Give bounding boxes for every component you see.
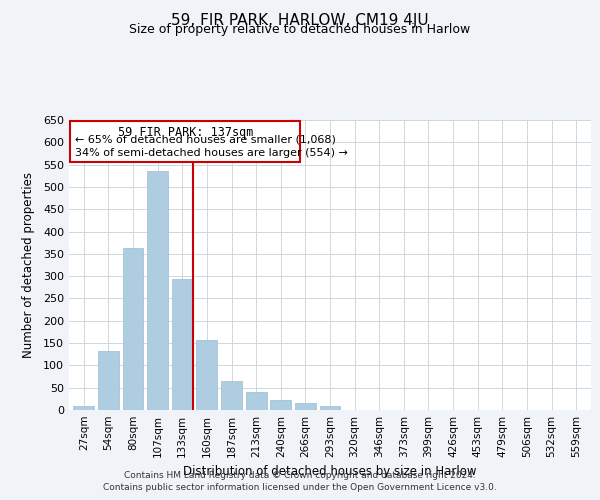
Bar: [73, 406, 94, 410]
Bar: [320, 406, 340, 410]
Text: 59 FIR PARK: 137sqm: 59 FIR PARK: 137sqm: [118, 126, 253, 139]
Bar: [147, 172, 168, 410]
Bar: [172, 280, 193, 410]
FancyBboxPatch shape: [70, 121, 301, 162]
Bar: [295, 404, 316, 410]
Bar: [98, 350, 119, 410]
Bar: [196, 340, 217, 410]
Text: ← 65% of detached houses are smaller (1,068): ← 65% of detached houses are smaller (1,…: [75, 134, 336, 144]
Text: Contains public sector information licensed under the Open Government Licence v3: Contains public sector information licen…: [103, 484, 497, 492]
Y-axis label: Number of detached properties: Number of detached properties: [22, 172, 35, 358]
Bar: [270, 400, 291, 410]
X-axis label: Distribution of detached houses by size in Harlow: Distribution of detached houses by size …: [183, 466, 477, 478]
Bar: [221, 381, 242, 410]
Text: 59, FIR PARK, HARLOW, CM19 4JU: 59, FIR PARK, HARLOW, CM19 4JU: [171, 12, 429, 28]
Bar: [245, 392, 266, 410]
Text: Contains HM Land Registry data © Crown copyright and database right 2024.: Contains HM Land Registry data © Crown c…: [124, 471, 476, 480]
Text: Size of property relative to detached houses in Harlow: Size of property relative to detached ho…: [130, 22, 470, 36]
Bar: [122, 248, 143, 410]
Text: 34% of semi-detached houses are larger (554) →: 34% of semi-detached houses are larger (…: [75, 148, 348, 158]
